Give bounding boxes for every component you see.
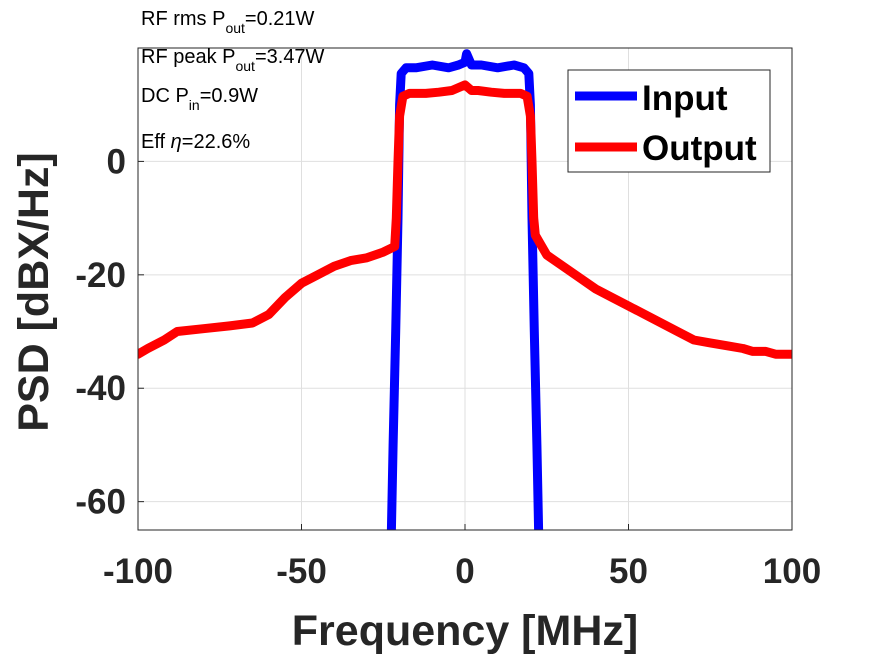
x-axis-label: Frequency [MHz] [292, 607, 638, 655]
y-tick-label: -60 [75, 483, 126, 522]
legend-label-input: Input [642, 79, 728, 118]
series-line-output [138, 80, 792, 359]
y-axis-label: PSD [dBX/Hz] [10, 152, 58, 432]
legend-box [567, 69, 771, 173]
y-tick-label: -20 [75, 256, 126, 295]
y-tick-labels: 0 -20 -40 -60 [75, 142, 126, 521]
y-tick-label: 0 [107, 142, 126, 181]
legend: Input Output [567, 69, 771, 173]
x-tick-labels: -100 -50 0 50 100 [103, 552, 821, 591]
annotation-3: DC Pin=0.9W [141, 85, 258, 113]
x-tick-label: 100 [763, 552, 821, 591]
x-tick-label: 50 [609, 552, 648, 591]
annotation-2: RF peak Pout=3.47W [141, 46, 325, 74]
annotation-4: Eff η=22.6% [141, 131, 250, 153]
x-tick-label: 0 [455, 552, 474, 591]
annotations: RF rms Pout=0.21W RF peak Pout=3.47W DC Pi… [141, 8, 325, 153]
legend-label-output: Output [642, 129, 757, 168]
x-tick-label: -100 [103, 552, 173, 591]
annotation-1: RF rms Pout=0.21W [141, 8, 315, 36]
y-tick-label: -40 [75, 369, 126, 408]
x-tick-label: -50 [276, 552, 327, 591]
series-group [138, 49, 792, 530]
plot-frame [137, 47, 793, 531]
